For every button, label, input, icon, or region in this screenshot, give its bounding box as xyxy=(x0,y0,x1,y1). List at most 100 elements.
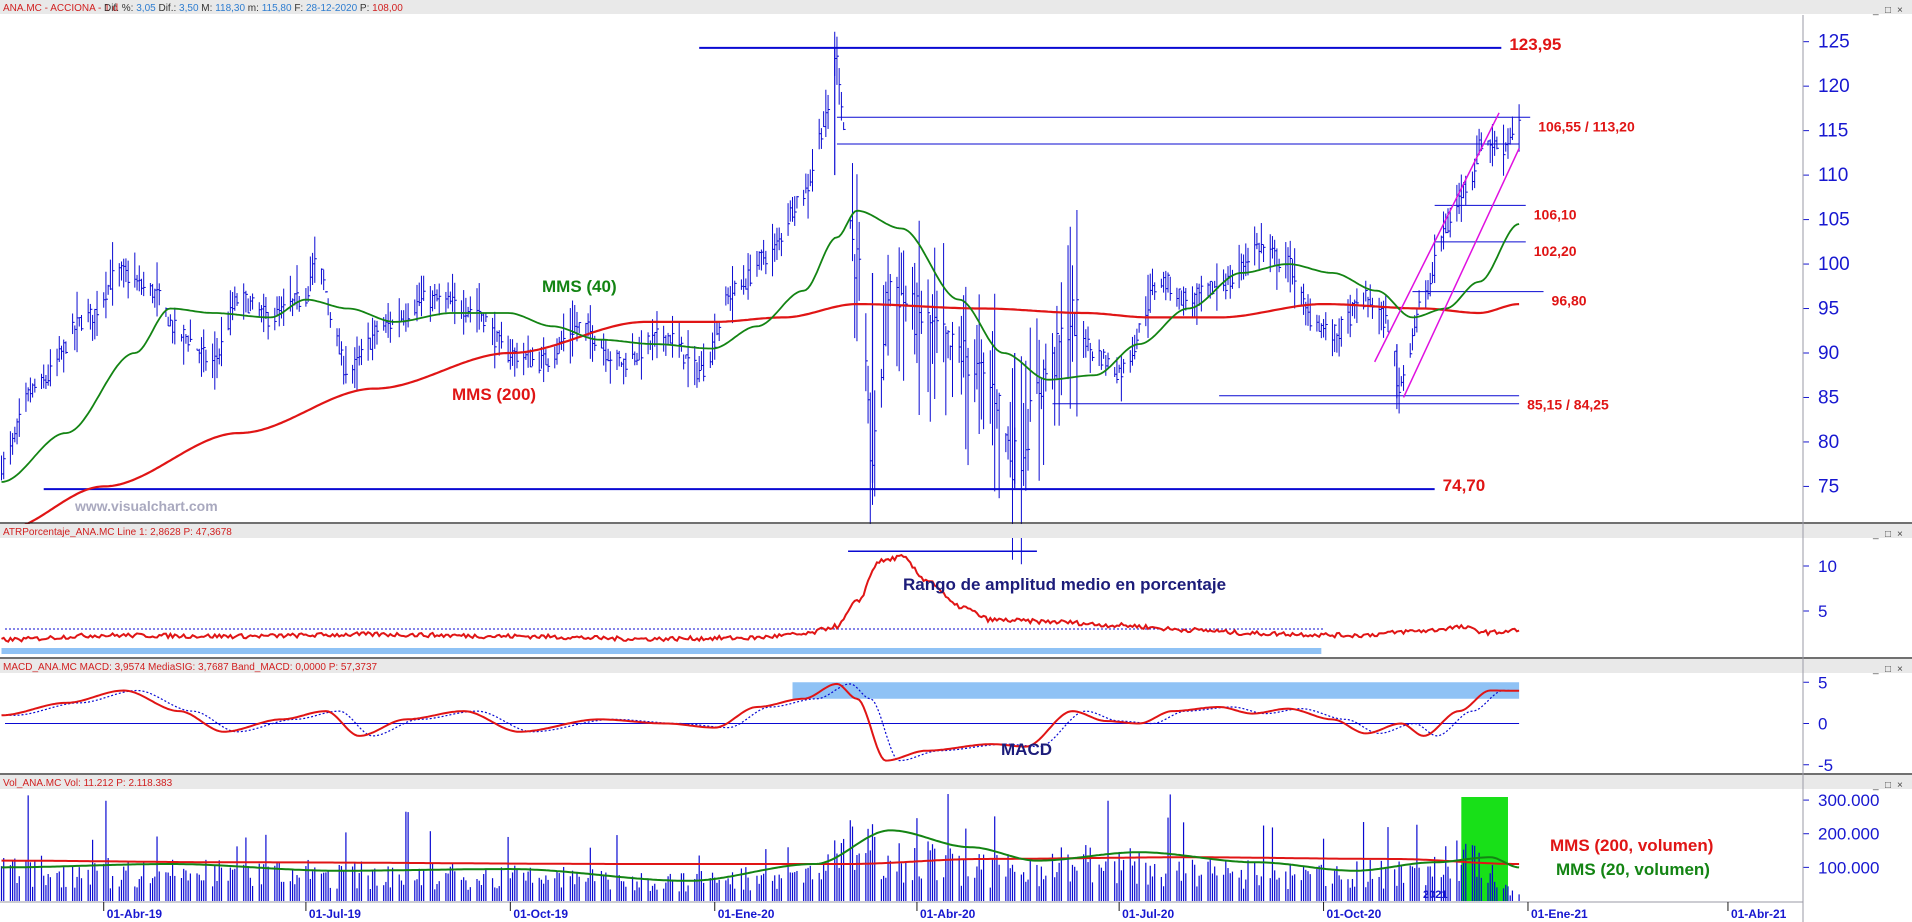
mms200-label: MMS (200) xyxy=(452,385,536,404)
level-label: 74,70 xyxy=(1443,476,1486,495)
y-tick-label: 90 xyxy=(1818,343,1839,364)
trend-channel xyxy=(1373,112,1520,398)
y-tick-label: 95 xyxy=(1818,299,1839,320)
atr-marks xyxy=(1,550,1324,654)
y-tick-label: 105 xyxy=(1818,210,1850,231)
volume-panel-controls[interactable]: _ □ × xyxy=(1872,780,1903,791)
maximize-icon[interactable]: □ xyxy=(1885,780,1891,791)
y-tick-label: 0 xyxy=(1818,715,1827,734)
volume-highlight xyxy=(1461,797,1508,901)
y-tick-label: 125 xyxy=(1818,32,1850,53)
x-tick-label: 01-Abr-20 xyxy=(920,907,976,921)
mms40-label: MMS (40) xyxy=(542,277,617,296)
stat-value: 115,80 xyxy=(262,3,292,14)
minimize-icon[interactable]: _ xyxy=(1872,780,1879,791)
volume-axis: 100.000 200.000 300.000 xyxy=(1803,791,1879,877)
macd-line xyxy=(1,682,1520,762)
maximize-icon[interactable]: □ xyxy=(1885,529,1891,540)
panel-frame xyxy=(0,15,1912,922)
minimize-icon[interactable]: _ xyxy=(1872,5,1879,16)
macd-panel-header xyxy=(0,659,1912,673)
macd-panel-controls[interactable]: _ □ × xyxy=(1872,664,1903,675)
channel-line xyxy=(1373,112,1500,363)
close-icon[interactable]: × xyxy=(1897,780,1903,791)
stat-value: 3,05 xyxy=(136,3,156,14)
y-tick-label: 120 xyxy=(1818,76,1850,97)
stat-value: 3,50 xyxy=(179,3,199,14)
maximize-icon[interactable]: □ xyxy=(1885,664,1891,675)
mms40-line xyxy=(1,209,1520,483)
x-tick-label: 01-Oct-20 xyxy=(1327,907,1382,921)
macd-axis: -5 0 5 xyxy=(1803,673,1833,775)
minimize-icon[interactable]: _ xyxy=(1872,529,1879,540)
y-tick-label: 85 xyxy=(1818,387,1839,408)
atr-panel-header xyxy=(0,524,1912,538)
stat-label: M: xyxy=(199,3,216,14)
x-tick-label: 01-Ene-21 xyxy=(1531,907,1588,921)
price-panel-title: ANA.MC - ACCIONA - 1 d xyxy=(3,3,118,14)
year-marker: 2021 xyxy=(1423,889,1447,901)
stat-label: F: xyxy=(292,3,306,14)
close-icon[interactable]: × xyxy=(1897,5,1903,16)
price-axis: 75 80 85 90 95 100 105 110 115 120 125 xyxy=(1803,32,1850,497)
y-tick-label: 5 xyxy=(1818,602,1827,621)
x-tick-label: 01-Ene-20 xyxy=(718,907,775,921)
x-tick-label: 01-Jul-20 xyxy=(1122,907,1174,921)
stat-label: m: xyxy=(245,3,262,14)
level-label: 85,15 / 84,25 xyxy=(1527,397,1609,413)
y-tick-label: 5 xyxy=(1818,673,1827,692)
price-bars xyxy=(1,31,1522,565)
maximize-icon[interactable]: □ xyxy=(1885,5,1891,16)
price-panel-stats: Dif. %: 3,05 Dif.: 3,50 M: 118,30 m: 115… xyxy=(104,3,403,14)
atr-panel-title: ATRPorcentaje_ANA.MC Line 1: 2,8628 P: 4… xyxy=(3,527,232,538)
minimize-icon[interactable]: _ xyxy=(1872,664,1879,675)
atr-axis: 5 10 xyxy=(1803,557,1837,621)
stat-value: 28-12-2020 xyxy=(306,3,358,14)
volume-mms200-label: MMS (200, volumen) xyxy=(1550,836,1713,855)
y-tick-label: 110 xyxy=(1818,165,1848,186)
x-tick-label: 01-Abr-21 xyxy=(1731,907,1787,921)
y-tick-label: 115 xyxy=(1818,121,1848,142)
channel-line xyxy=(1402,148,1520,398)
atr-annotation: Rango de amplitud medio en porcentaje xyxy=(903,575,1226,594)
atr-panel: ATRPorcentaje_ANA.MC Line 1: 2,8628 P: 4… xyxy=(0,524,1912,654)
volume-mms200-line xyxy=(1,856,1520,865)
x-tick-label: 01-Jul-19 xyxy=(309,907,361,921)
stat-label: P: xyxy=(357,3,372,14)
level-label: 102,20 xyxy=(1534,243,1577,259)
macd-panel: MACD_ANA.MC MACD: 3,9574 MediaSIG: 3,768… xyxy=(0,659,1912,775)
macd-panel-title: MACD_ANA.MC MACD: 3,9574 MediaSIG: 3,768… xyxy=(3,662,378,673)
y-tick-label: 200.000 xyxy=(1818,825,1879,844)
macd-highlight-band xyxy=(792,682,1520,699)
y-tick-label: 100.000 xyxy=(1818,858,1879,877)
y-tick-label: 10 xyxy=(1818,557,1837,576)
level-label: 96,80 xyxy=(1552,293,1587,309)
volume-mms20-line xyxy=(1,829,1520,882)
y-tick-label: 100 xyxy=(1818,254,1850,275)
volume-panel-title: Vol_ANA.MC Vol: 11.212 P: 2.118.383 xyxy=(3,778,173,789)
atr-line xyxy=(1,553,1520,643)
stat-label: Dif. %: xyxy=(104,3,136,14)
y-tick-label: 80 xyxy=(1818,432,1839,453)
volume-mms20-label: MMS (20, volumen) xyxy=(1556,860,1710,879)
y-tick-label: 75 xyxy=(1818,476,1839,497)
macd-annotation: MACD xyxy=(1001,740,1052,759)
x-tick-label: 01-Oct-19 xyxy=(513,907,568,921)
price-panel-controls[interactable]: _ □ × xyxy=(1872,5,1903,16)
stat-label: Dif.: xyxy=(156,3,179,14)
close-icon[interactable]: × xyxy=(1897,529,1903,540)
y-tick-label: 300.000 xyxy=(1818,791,1879,810)
atr-panel-controls[interactable]: _ □ × xyxy=(1872,529,1903,540)
x-tick-label: 01-Abr-19 xyxy=(107,907,163,921)
level-label: 106,55 / 113,20 xyxy=(1538,118,1635,134)
level-label: 123,95 xyxy=(1509,35,1561,54)
price-levels: 123,95 106,55 / 113,20 106,10 102,20 96,80 85… xyxy=(43,35,1635,495)
level-label: 106,10 xyxy=(1534,206,1577,222)
macd-signal-line xyxy=(1,683,1520,762)
mms200-line xyxy=(1,303,1520,532)
volume-panel-header xyxy=(0,775,1912,789)
price-panel-header xyxy=(0,0,1912,14)
volume-highlight-box xyxy=(1461,797,1508,901)
close-icon[interactable]: × xyxy=(1897,664,1903,675)
